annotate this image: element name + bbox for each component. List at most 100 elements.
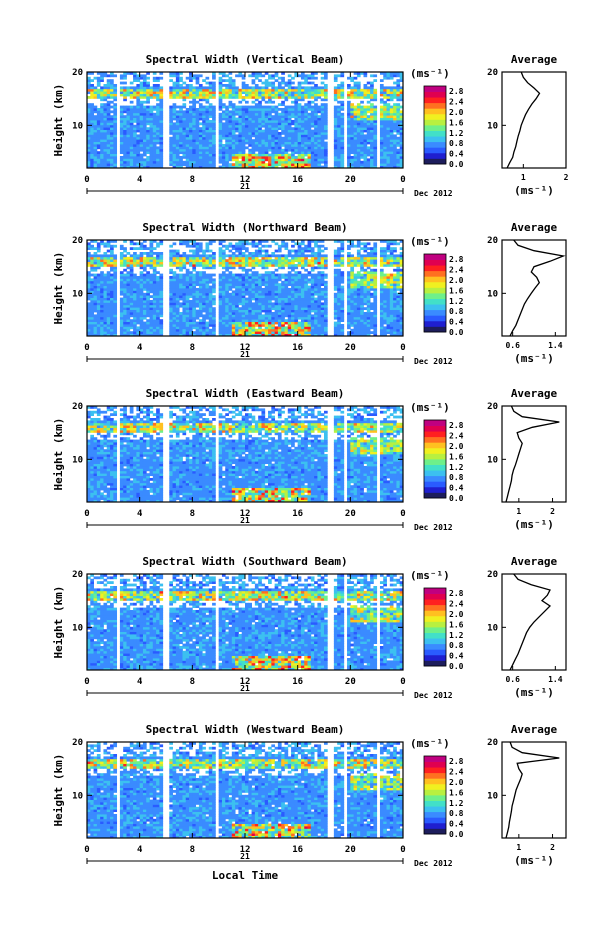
- heatmap-cell: [238, 276, 243, 279]
- heatmap-cell: [360, 120, 364, 123]
- heatmap-cell: [218, 165, 223, 169]
- heatmap-cell: [123, 292, 127, 296]
- heatmap-cell: [258, 112, 262, 116]
- heatmap-cell: [261, 256, 266, 260]
- heatmap-cell: [396, 156, 401, 159]
- heatmap-cell: [172, 314, 177, 318]
- heatmap-cell: [106, 319, 111, 322]
- heatmap-cell: [264, 331, 269, 334]
- heatmap-cell: [320, 117, 325, 121]
- heatmap-cell: [119, 247, 124, 250]
- heatmap-cell: [119, 333, 124, 337]
- heatmap-cell: [129, 141, 134, 145]
- heatmap-cell: [258, 307, 262, 310]
- heatmap-cell: [218, 129, 223, 133]
- heatmap-cell: [258, 295, 262, 298]
- heatmap-cell: [231, 146, 236, 150]
- heatmap-cell: [254, 141, 259, 145]
- heatmap-cell: [287, 115, 292, 118]
- heatmap-cell: [261, 328, 266, 332]
- heatmap-cell: [268, 314, 272, 318]
- heatmap-cell: [110, 141, 114, 145]
- heatmap-cell: [133, 278, 137, 282]
- heatmap-cell: [152, 96, 157, 99]
- heatmap-cell: [347, 136, 351, 140]
- heatmap-cell: [142, 100, 147, 104]
- heatmap-cell: [93, 292, 98, 296]
- heatmap-cell: [258, 328, 262, 332]
- heatmap-cell: [179, 283, 183, 286]
- heatmap-cell: [100, 324, 104, 327]
- heatmap-cell: [195, 93, 200, 97]
- heatmap-cell: [284, 122, 289, 126]
- heatmap-cell: [119, 278, 124, 282]
- heatmap-cell: [119, 139, 124, 142]
- heatmap-cell: [205, 134, 210, 138]
- heatmap-cell: [185, 160, 190, 164]
- heatmap-cell: [202, 285, 206, 289]
- heatmap-cell: [179, 261, 183, 265]
- heatmap-cell: [254, 134, 259, 138]
- heatmap-cell: [264, 273, 269, 277]
- heatmap-cell: [304, 79, 308, 82]
- heatmap-cell: [189, 100, 193, 104]
- heatmap-cell: [317, 158, 322, 162]
- heatmap-cell: [268, 312, 272, 315]
- heatmap-cell: [103, 307, 108, 310]
- heatmap-cell: [333, 120, 338, 123]
- heatmap-cell: [205, 273, 210, 277]
- heatmap-cell: [317, 122, 322, 126]
- heatmap-cell: [110, 290, 114, 294]
- heatmap-cell: [175, 156, 180, 159]
- heatmap-cell: [248, 276, 252, 279]
- heatmap-cell: [129, 165, 134, 169]
- heatmap-cell: [347, 129, 351, 133]
- heatmap-cell: [172, 93, 177, 97]
- heatmap-cell: [297, 122, 302, 126]
- heatmap-cell: [96, 290, 101, 294]
- heatmap-cell: [159, 165, 164, 169]
- heatmap-cell: [333, 98, 338, 102]
- heatmap-cell: [356, 139, 361, 142]
- heatmap-cell: [254, 254, 259, 258]
- heatmap-cell: [136, 74, 141, 78]
- heatmap-cell: [218, 273, 223, 277]
- heatmap-cell: [139, 158, 144, 162]
- heatmap-cell: [277, 333, 282, 337]
- heatmap-cell: [119, 331, 124, 334]
- heatmap-cell: [113, 153, 118, 157]
- heatmap-cell: [261, 273, 266, 277]
- heatmap-cell: [386, 96, 391, 99]
- heatmap-cell: [87, 278, 91, 282]
- heatmap-cell: [212, 139, 216, 142]
- heatmap-cell: [205, 314, 210, 318]
- heatmap-cell: [103, 276, 108, 279]
- heatmap-cell: [113, 276, 118, 279]
- heatmap-cell: [126, 127, 131, 130]
- heatmap-cell: [294, 124, 299, 128]
- heatmap-cell: [297, 158, 302, 162]
- heatmap-cell: [179, 321, 183, 325]
- heatmap-cell: [119, 292, 124, 296]
- heatmap-cell: [383, 117, 387, 121]
- heatmap-cell: [103, 156, 108, 159]
- heatmap-cell: [268, 331, 272, 334]
- heatmap-cell: [261, 333, 266, 337]
- heatmap-cell: [225, 290, 229, 294]
- heatmap-cell: [212, 278, 216, 282]
- heatmap-cell: [198, 273, 203, 277]
- heatmap-cell: [202, 91, 206, 94]
- heatmap-cell: [228, 259, 233, 262]
- heatmap-cell: [103, 141, 108, 145]
- heatmap-cell: [100, 259, 104, 262]
- heatmap-cell: [248, 144, 252, 147]
- heatmap-cell: [189, 276, 193, 279]
- heatmap-cell: [366, 110, 371, 114]
- heatmap-cell: [90, 134, 94, 138]
- heatmap-cell: [353, 165, 358, 169]
- heatmap-cell: [248, 165, 252, 169]
- heatmap-cell: [212, 256, 216, 260]
- heatmap-cell: [159, 321, 164, 325]
- heatmap-cell: [248, 273, 252, 277]
- heatmap-cell: [139, 261, 144, 265]
